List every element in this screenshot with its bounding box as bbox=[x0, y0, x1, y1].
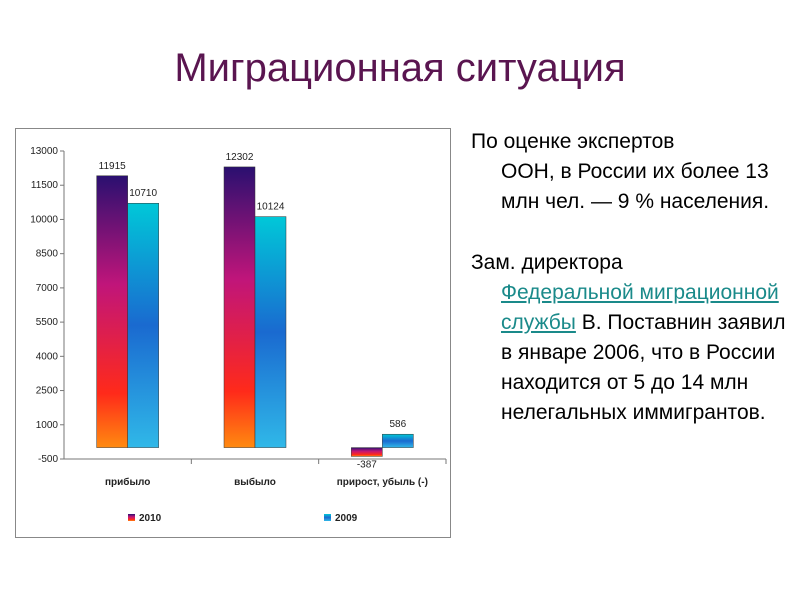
paragraph-2-rest: В. Поставнин заявил в январе 2006, что в… bbox=[501, 311, 786, 424]
bar-2010-1 bbox=[223, 166, 256, 448]
data-label: -387 bbox=[357, 459, 377, 470]
bar-2010-0 bbox=[96, 175, 128, 448]
y-tick-label: 2500 bbox=[36, 386, 59, 397]
x-category-label: прирост, убыль (-) bbox=[337, 476, 428, 488]
chart-panel: 13000 11500 10000 8500 7000 5500 4000 2500 1000 -… bbox=[15, 128, 451, 538]
data-label: 586 bbox=[389, 419, 406, 430]
bar-2009-0 bbox=[127, 202, 159, 448]
y-tick-label: 5500 bbox=[36, 317, 59, 328]
text-block: По оценке экспертов ООН, в России их бол… bbox=[471, 127, 793, 459]
y-tick-label: 1000 bbox=[36, 420, 59, 431]
data-label: 12302 bbox=[226, 152, 254, 163]
y-tick-label: 7000 bbox=[36, 283, 59, 294]
data-label: 10710 bbox=[129, 188, 157, 199]
x-category-label: выбыло bbox=[234, 476, 276, 488]
y-tick-label: 13000 bbox=[30, 146, 58, 157]
legend-swatch-2009 bbox=[324, 514, 331, 521]
legend-label-2009: 2009 bbox=[335, 513, 358, 524]
y-tick-label: -500 bbox=[38, 454, 58, 465]
paragraph-fms-statement: Зам. директора Федеральной миграционной … bbox=[471, 248, 793, 428]
bar-chart: 13000 11500 10000 8500 7000 5500 4000 2500 1000 -… bbox=[30, 146, 447, 524]
y-tick-label: 4000 bbox=[36, 351, 59, 362]
data-label: 11915 bbox=[99, 161, 127, 172]
y-tick-label: 11500 bbox=[31, 180, 59, 191]
paragraph-2-lead: Зам. директора bbox=[471, 251, 623, 274]
fms-link[interactable]: Федеральной миграционной службы bbox=[501, 281, 779, 334]
legend-label-2010: 2010 bbox=[139, 513, 162, 524]
slide-title: Миграционная ситуация bbox=[174, 46, 626, 90]
y-tick-label: 8500 bbox=[36, 249, 59, 260]
paragraph-un-estimate: По оценке экспертов ООН, в России их бол… bbox=[471, 127, 793, 217]
data-label: 10124 bbox=[257, 202, 285, 213]
legend-swatch-2010 bbox=[128, 514, 135, 521]
bar-2010-2 bbox=[351, 447, 383, 457]
x-category-label: прибыло bbox=[105, 476, 150, 488]
paragraph-1-rest: ООН, в России их более 13 млн чел. — 9 %… bbox=[501, 160, 770, 213]
paragraph-1-lead: По оценке экспертов bbox=[471, 130, 675, 153]
y-tick-label: 10000 bbox=[30, 214, 58, 225]
bar-2009-1 bbox=[254, 216, 287, 448]
bar-2009-2 bbox=[382, 433, 414, 448]
